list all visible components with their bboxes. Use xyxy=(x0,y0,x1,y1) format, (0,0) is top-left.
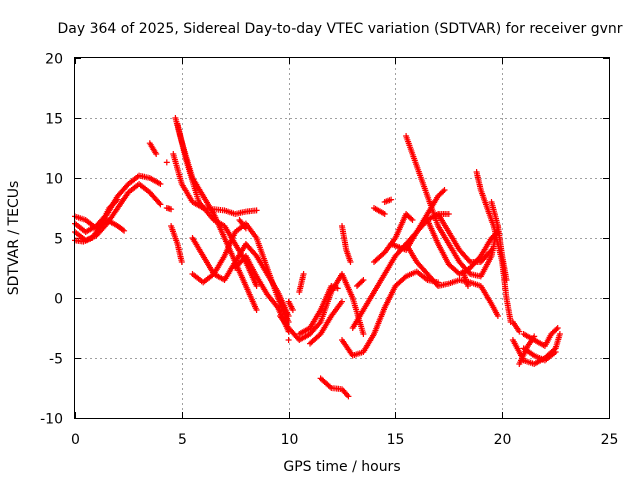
data-point xyxy=(285,337,292,343)
data-point xyxy=(381,211,388,217)
data-point xyxy=(360,277,367,283)
x-tick-label: 25 xyxy=(601,432,619,448)
series-arc-17 xyxy=(285,298,296,313)
series-arc-9 xyxy=(174,121,260,289)
data-point xyxy=(327,383,333,390)
data-point xyxy=(114,196,121,203)
data-point xyxy=(488,247,495,253)
data-point xyxy=(465,283,471,289)
series-arc-21 xyxy=(307,298,345,347)
data-point xyxy=(556,331,563,337)
data-point xyxy=(156,200,163,207)
data-point xyxy=(253,207,260,214)
data-point xyxy=(121,227,128,234)
chart-title: Day 364 of 2025, Sidereal Day-to-day VTE… xyxy=(57,21,622,37)
series-arc-19 xyxy=(296,271,307,295)
data-point xyxy=(163,159,170,166)
x-tick-label: 5 xyxy=(178,432,187,448)
series-arc-27 xyxy=(371,205,388,217)
series-arc-11 xyxy=(168,223,185,265)
data-point xyxy=(119,226,126,233)
data-point xyxy=(157,181,164,187)
data-point xyxy=(345,393,352,400)
data-point xyxy=(153,151,160,157)
y-tick-label: 20 xyxy=(45,52,63,68)
series-arc-24 xyxy=(339,268,442,359)
series-arc-31 xyxy=(403,133,501,280)
plot-frame xyxy=(74,57,610,419)
series-arc-7 xyxy=(163,205,175,213)
data-point xyxy=(408,215,415,222)
axis-ticks: 0 5 10 15 20 25 -10 -5 0 5 10 15 20 xyxy=(40,52,618,449)
data-point xyxy=(300,271,307,277)
series-arc-15 xyxy=(236,217,249,232)
series-arc-35 xyxy=(460,271,471,289)
series-arc-28 xyxy=(381,196,395,205)
data-point xyxy=(553,326,560,333)
data-point xyxy=(253,283,260,289)
series-arc-41 xyxy=(520,345,559,364)
data-points xyxy=(72,115,563,400)
data-point xyxy=(503,277,510,283)
x-tick-label: 0 xyxy=(71,432,80,448)
series-arc-34 xyxy=(435,211,495,265)
series-arc-29 xyxy=(371,211,416,265)
series-arc-20 xyxy=(296,283,341,337)
x-axis-label: GPS time / hours xyxy=(283,459,400,475)
data-point xyxy=(466,257,472,264)
data-point xyxy=(316,320,323,327)
series-arc-4 xyxy=(72,196,121,245)
data-point xyxy=(334,285,341,292)
data-point xyxy=(445,211,452,217)
data-point xyxy=(347,259,354,265)
data-point xyxy=(359,278,366,285)
data-point xyxy=(360,331,367,337)
x-tick-label: 15 xyxy=(387,432,405,448)
series-arc-18 xyxy=(285,337,292,343)
series-arc-42 xyxy=(516,333,538,367)
y-tick-label: -5 xyxy=(49,352,63,368)
series-arc-6 xyxy=(163,159,170,166)
data-point xyxy=(168,206,175,213)
data-point xyxy=(531,333,538,340)
data-point xyxy=(157,201,164,208)
series-arc-32 xyxy=(403,241,501,319)
series-arc-5 xyxy=(146,140,160,157)
data-point xyxy=(554,325,561,331)
data-point xyxy=(339,298,345,305)
x-tick-label: 20 xyxy=(494,432,512,448)
series-arc-10 xyxy=(170,151,260,217)
data-point xyxy=(516,328,523,335)
data-point xyxy=(552,349,559,355)
y-tick-label: -10 xyxy=(40,412,63,428)
data-point xyxy=(242,225,249,232)
data-point xyxy=(289,307,296,313)
y-tick-label: 10 xyxy=(45,172,63,188)
data-point xyxy=(178,259,185,265)
data-point xyxy=(388,196,395,203)
series-arc-22 xyxy=(317,375,352,400)
y-tick-label: 5 xyxy=(54,232,63,248)
data-point xyxy=(409,217,416,223)
x-tick-label: 10 xyxy=(281,432,299,448)
series-arc-37 xyxy=(488,199,510,283)
data-point xyxy=(494,313,501,319)
y-tick-label: 0 xyxy=(54,292,63,308)
y-tick-label: 15 xyxy=(45,112,63,128)
y-axis-label: SDTVAR / TECUs xyxy=(6,181,22,296)
data-point xyxy=(487,248,494,255)
data-point xyxy=(440,188,447,195)
series-arc-13 xyxy=(189,220,292,325)
data-point xyxy=(441,187,448,193)
data-point xyxy=(253,307,260,313)
series-arc-26 xyxy=(354,277,367,289)
series-arc-23 xyxy=(339,223,354,265)
series-arc-38 xyxy=(509,319,523,335)
